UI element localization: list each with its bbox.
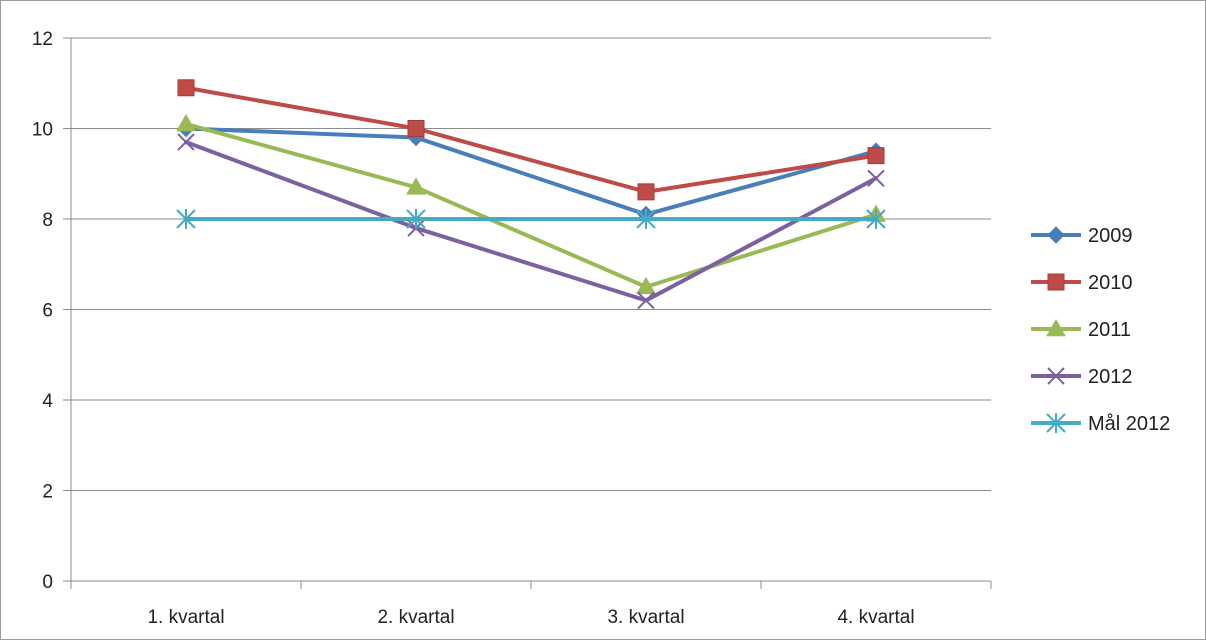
data-point <box>176 209 196 229</box>
legend-marker <box>1047 226 1065 244</box>
legend-label: 2010 <box>1088 272 1133 294</box>
data-point <box>406 209 426 229</box>
series-2 <box>176 113 886 295</box>
x-tick-label: 4. kvartal <box>837 607 914 628</box>
y-tick-label: 8 <box>42 210 53 231</box>
data-point <box>867 169 885 187</box>
series-1 <box>177 79 885 201</box>
series-3 <box>177 133 885 310</box>
series-lines <box>176 79 886 310</box>
data-point <box>867 147 885 165</box>
series-line <box>184 85 878 194</box>
data-point <box>177 133 195 151</box>
legend-entry: 2009 <box>1031 225 1133 247</box>
legend-entry: 2011 <box>1031 318 1131 341</box>
legend-label: 2012 <box>1088 366 1133 388</box>
data-point <box>406 177 426 195</box>
data-point <box>636 209 656 229</box>
legend-label: 2009 <box>1088 225 1133 247</box>
legend-marker <box>1047 273 1065 291</box>
x-tick-label: 3. kvartal <box>607 607 684 628</box>
data-point <box>177 79 195 97</box>
data-point <box>637 183 655 201</box>
legend-marker <box>1046 318 1066 337</box>
series-line <box>184 126 878 217</box>
data-point <box>637 291 655 310</box>
data-point <box>176 113 196 132</box>
series-line <box>184 121 878 289</box>
y-tick-label: 2 <box>42 482 53 503</box>
legend-entry: Mål 2012 <box>1031 413 1170 435</box>
x-tick-label: 2. kvartal <box>377 607 454 628</box>
data-point <box>866 209 886 229</box>
axes: 0 2 4 6 8 10 12 1. kvartal 2. kvartal 3. kvartal 4… <box>32 29 992 628</box>
legend-marker <box>1047 367 1065 385</box>
series-4 <box>176 209 886 229</box>
y-tick-label: 10 <box>32 120 53 141</box>
legend-label: Mål 2012 <box>1088 413 1170 435</box>
y-tick-label: 12 <box>32 29 53 50</box>
data-point <box>636 276 656 295</box>
x-tick-label: 1. kvartal <box>147 607 224 628</box>
series-line <box>184 140 878 303</box>
data-point <box>407 120 425 137</box>
legend-entry: 2010 <box>1031 272 1133 294</box>
legend-marker <box>1046 413 1066 433</box>
y-tick-label: 6 <box>42 301 53 322</box>
y-tick-label: 4 <box>42 391 53 412</box>
y-tick-label: 0 <box>42 572 53 593</box>
legend: 2009 2010 2011 2012 Mål 2012 <box>1031 225 1170 435</box>
legend-entry: 2012 <box>1031 366 1133 388</box>
legend-label: 2011 <box>1088 319 1131 341</box>
